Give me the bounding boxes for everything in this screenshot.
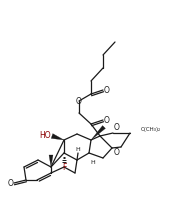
Text: O: O [76, 96, 82, 106]
Text: O: O [7, 179, 13, 188]
Polygon shape [51, 134, 64, 140]
Text: O: O [114, 123, 120, 132]
Polygon shape [91, 126, 105, 140]
Polygon shape [49, 155, 53, 167]
Text: O: O [104, 86, 110, 94]
Text: H: H [90, 161, 95, 166]
Text: C(CH₃)₂: C(CH₃)₂ [141, 128, 161, 132]
Text: H: H [76, 147, 80, 152]
Text: HO: HO [39, 131, 51, 141]
Text: O: O [114, 148, 120, 157]
Text: F: F [62, 163, 66, 172]
Text: O: O [104, 115, 110, 125]
